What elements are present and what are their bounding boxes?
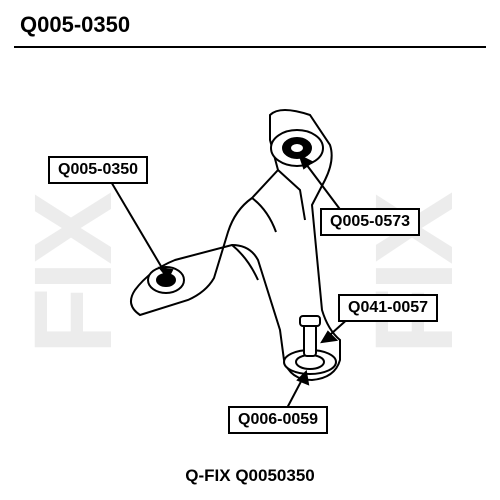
control-arm [131, 110, 340, 380]
label-q041-0057: Q041-0057 [338, 294, 438, 322]
label-q005-0573: Q005-0573 [320, 208, 420, 236]
footer-brand: Q-FIX [185, 466, 230, 485]
part-diagram: Q005-0350 Q005-0573 Q041-0057 Q006-0059 [0, 60, 500, 440]
header-divider [14, 46, 486, 48]
footer: Q-FIX Q0050350 [0, 466, 500, 486]
label-text: Q006-0059 [238, 411, 318, 428]
page-title: Q005-0350 [20, 12, 130, 38]
label-q005-0350: Q005-0350 [48, 156, 148, 184]
header-part-number: Q005-0350 [20, 12, 130, 37]
label-q006-0059: Q006-0059 [228, 406, 328, 434]
footer-sku: Q0050350 [235, 466, 314, 485]
label-text: Q005-0350 [58, 161, 138, 178]
diagram-svg [0, 60, 500, 440]
label-text: Q005-0573 [330, 213, 410, 230]
label-text: Q041-0057 [348, 299, 428, 316]
